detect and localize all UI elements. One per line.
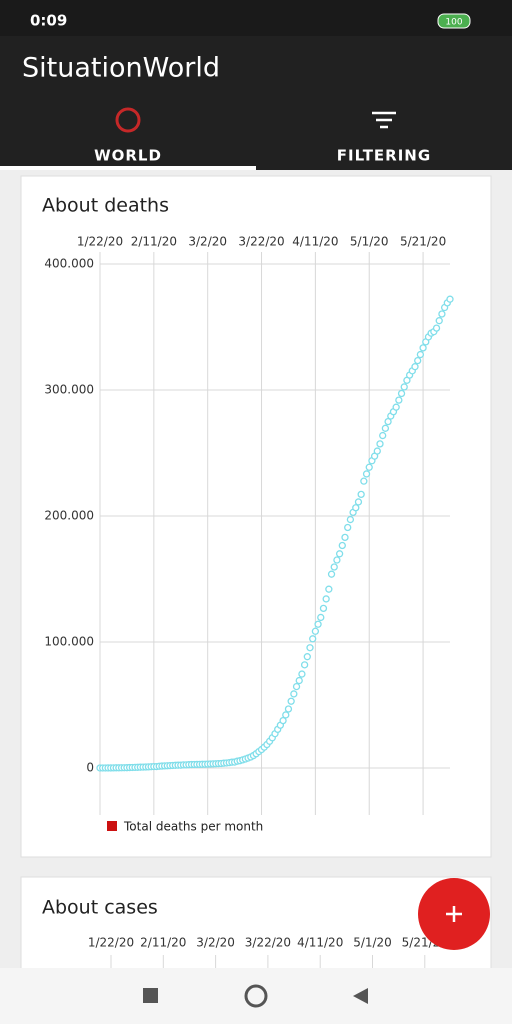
y-tick-label: 100.000 [44,634,94,648]
battery-level: 100 [445,18,462,28]
clock: 0:09 [30,12,67,30]
x-tick-label: 5/1/20 [353,936,392,950]
data-point [311,627,320,635]
data-point [306,644,314,652]
x-tick-label: 3/2/20 [188,235,227,249]
data-point [381,424,390,432]
data-point [357,490,365,499]
tab-indicator [0,166,256,170]
x-tick-label: 2/11/20 [140,936,186,950]
add-icon [446,906,462,922]
cases-axis: 1/22/20 2/11/20 3/2/20 3/22/20 4/11/20 5/1/20… [88,936,448,968]
data-point [419,344,427,352]
card [20,876,492,978]
data-point [344,523,352,532]
x-tick-label: 5/1/20 [350,235,389,249]
data-point [365,463,373,471]
data-point [295,676,303,685]
data-point [284,705,293,713]
data-point [333,556,341,564]
data-point [325,585,333,593]
plot: 0 100.000 200.000 300.000 400.000 1/22/20 2/11… [44,235,454,834]
filter-icon [372,111,396,129]
card-title: About deaths [42,195,169,217]
data-point [287,697,295,705]
data-point [300,661,309,669]
data-point [360,477,368,485]
y-tick-label: 400.000 [44,256,94,270]
x-tick-label: 3/2/20 [196,936,235,950]
data-point [290,690,298,698]
x-tick-label: 2/11/20 [131,235,177,249]
data-point [330,563,338,571]
data-point [335,550,344,558]
data-point [309,635,317,643]
card [20,175,492,858]
x-tick-label: 3/22/20 [238,235,284,249]
data-point [432,324,441,332]
legend-label: Total deaths per month [123,820,263,834]
tab[interactable]: FILTERING [337,147,431,165]
data-point [319,604,328,613]
x-tick-label: 1/22/20 [88,936,134,950]
legend-swatch [107,821,117,831]
data-point [373,447,381,455]
back-button[interactable] [353,988,368,1004]
data-point [338,541,346,550]
globe-icon [115,107,141,133]
battery-icon [437,13,471,29]
recents-button[interactable] [143,988,158,1003]
data-point [354,498,363,506]
data-point [411,363,419,371]
data-point [435,317,443,325]
app-title: SituationWorld [22,53,220,84]
data-point [379,431,387,440]
data-point [446,295,454,303]
data-point [282,711,290,719]
data-point [298,670,306,678]
data-point [416,350,425,359]
data-point [352,504,360,512]
home-button[interactable] [244,984,268,1008]
data-point [303,653,311,661]
status-bar [0,0,512,36]
x-tick-label: 4/11/20 [292,235,338,249]
x-tick-label: 4/11/20 [297,936,343,950]
data-point [438,310,446,318]
data-point [317,613,325,622]
data-point [395,396,403,404]
x-tick-label: 1/22/20 [77,235,123,249]
data-point [384,417,392,426]
data-point [322,595,330,603]
data-point [341,533,349,542]
data-point [279,716,287,725]
data-point [400,383,408,391]
data-point [327,570,336,578]
x-tick-label: 5/21/20 [400,235,446,249]
data-point [376,440,384,448]
card-title: About cases [42,897,158,919]
tab[interactable]: WORLD [94,147,162,165]
data-point [397,389,406,398]
y-tick-label: 0 [86,760,94,774]
data-point [314,620,322,628]
data-point [414,356,422,365]
nav-bar [0,968,512,1024]
y-tick-label: 300.000 [44,382,94,396]
data-point [292,682,301,691]
x-tick-label: 3/22/20 [245,936,291,950]
y-tick-label: 200.000 [44,508,94,522]
data-point [392,403,400,411]
data-point [362,470,371,478]
data-point [346,515,355,524]
